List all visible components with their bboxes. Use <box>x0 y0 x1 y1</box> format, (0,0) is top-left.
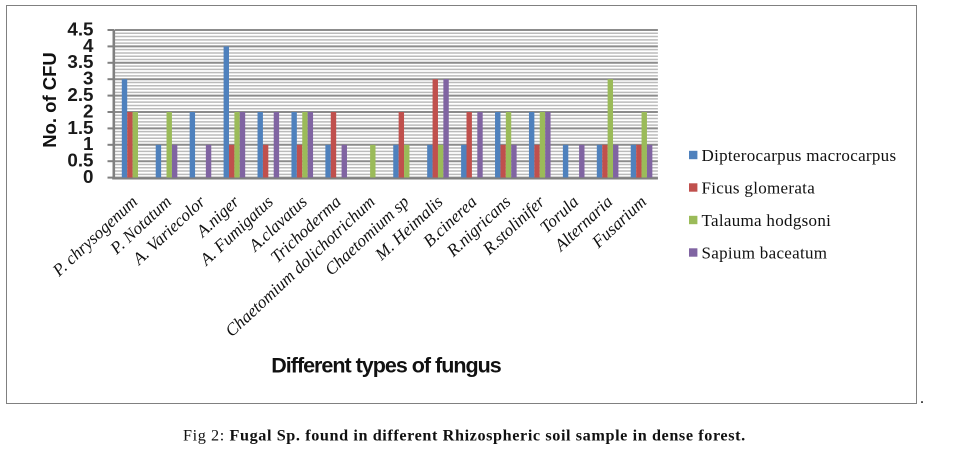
svg-text:0.5: 0.5 <box>67 150 93 171</box>
svg-text:4: 4 <box>83 35 94 56</box>
svg-text:0: 0 <box>83 166 93 187</box>
svg-text:Fig 2: Fugal Sp. found in diff: Fig 2: Fugal Sp. found in different Rhiz… <box>183 427 746 445</box>
svg-text:Talauma hodgsoni: Talauma hodgsoni <box>702 211 832 230</box>
svg-text:.: . <box>920 390 924 407</box>
svg-text:2: 2 <box>83 100 93 121</box>
svg-text:1.5: 1.5 <box>67 117 93 138</box>
svg-text:Sapium baceatum: Sapium baceatum <box>702 243 828 262</box>
svg-text:3.5: 3.5 <box>67 51 93 72</box>
svg-text:1: 1 <box>83 133 93 154</box>
svg-text:Ficus glomerata: Ficus glomerata <box>702 178 816 197</box>
svg-text:No. of CFU: No. of CFU <box>39 52 60 148</box>
svg-text:4.5: 4.5 <box>67 18 93 39</box>
svg-text:3: 3 <box>83 68 93 89</box>
svg-text:Dipterocarpus macrocarpus: Dipterocarpus macrocarpus <box>702 146 897 165</box>
svg-text:Different types of fungus: Different types of fungus <box>271 354 501 378</box>
svg-text:2.5: 2.5 <box>67 84 93 105</box>
